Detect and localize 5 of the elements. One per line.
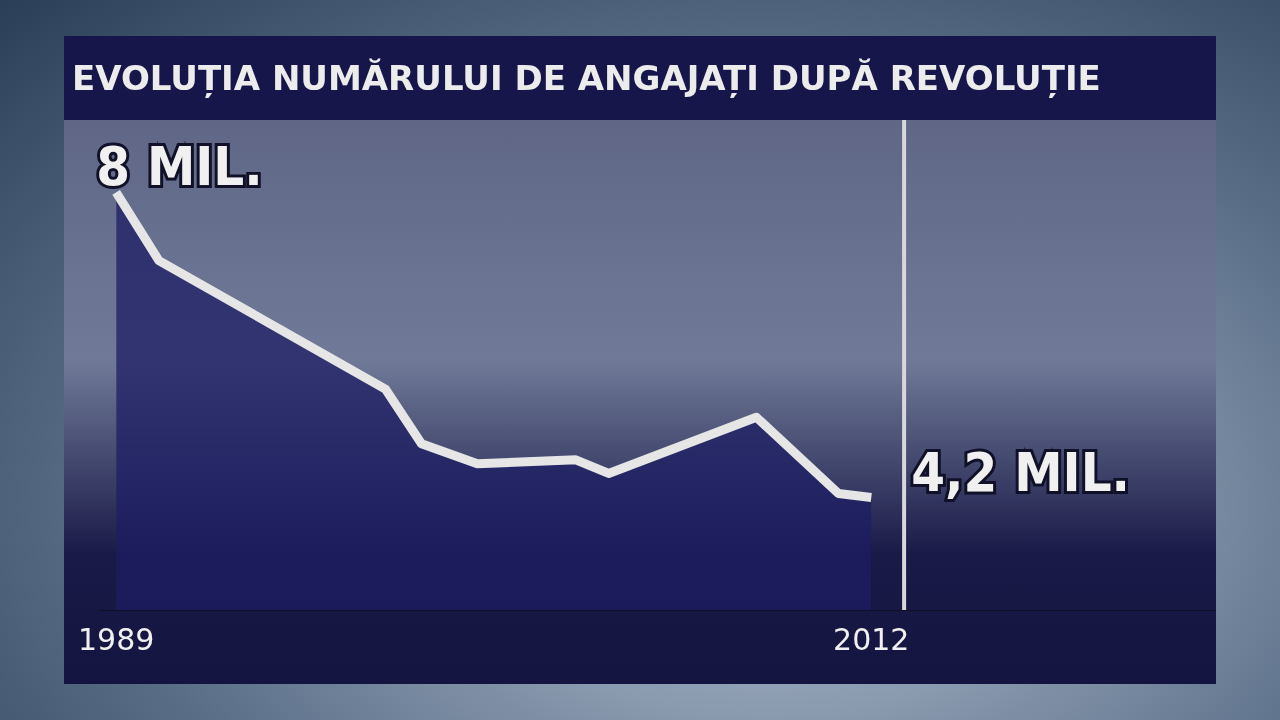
data-label: 4,2 MIL. (911, 440, 1131, 504)
x-tick-label: 2012 (833, 621, 910, 657)
data-label: 8 MIL. (96, 135, 263, 199)
chart-title: EVOLUȚIA NUMĂRULUI DE ANGAJAȚI DUPĂ REVOLUȚIE (64, 36, 1216, 120)
x-tick-label: 1989 (77, 621, 155, 657)
